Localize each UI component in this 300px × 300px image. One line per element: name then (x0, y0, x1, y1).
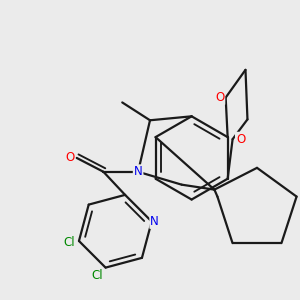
Text: O: O (65, 152, 74, 164)
Text: Cl: Cl (63, 236, 75, 250)
Text: O: O (215, 91, 224, 104)
Text: O: O (236, 133, 245, 146)
Text: N: N (150, 215, 159, 228)
Text: Cl: Cl (92, 269, 103, 282)
Text: N: N (134, 165, 142, 178)
